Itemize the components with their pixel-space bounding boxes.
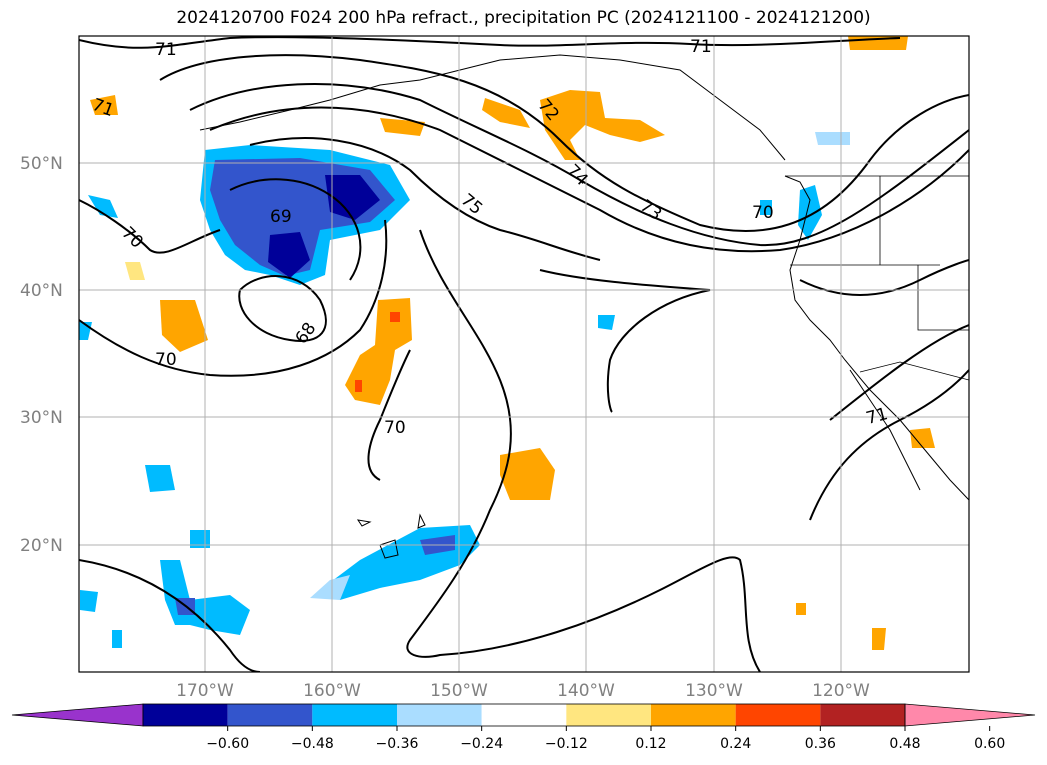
- pos-region-4: [482, 98, 530, 128]
- contour-68: [238, 275, 327, 342]
- neg-region-bering-core2: [268, 232, 310, 278]
- colorbar-tick-label: −0.48: [291, 736, 334, 752]
- contour-label: 69: [270, 207, 292, 227]
- border-us-mexico: [859, 361, 969, 381]
- pos-region-12: [125, 262, 145, 280]
- neg-region-small-3: [88, 195, 118, 218]
- colorbar-segment: [566, 704, 651, 726]
- pos-region-10: [872, 628, 886, 650]
- neg-region-bering-core: [325, 175, 380, 220]
- contour-label: 70: [752, 203, 774, 223]
- pos-region-6: [380, 118, 425, 136]
- contour-72: [159, 54, 969, 233]
- pos-region-1: [160, 300, 208, 352]
- lon-label-160w: 160°W: [303, 681, 361, 701]
- latitude-labels: 50°N 40°N 30°N 20°N: [20, 154, 63, 556]
- neg-region-small-1: [145, 465, 175, 492]
- coastline-north-america: [784, 175, 969, 501]
- contour-label: 70: [155, 350, 177, 370]
- colorbar-tick-label: 0.48: [889, 736, 920, 752]
- map-background: [79, 36, 969, 672]
- contour-label: 71: [155, 40, 177, 60]
- contour-71-east: [809, 369, 969, 521]
- neg-region-southwest: [160, 560, 250, 635]
- coastline-hawaii: [356, 513, 426, 559]
- colorbar-segment: [651, 704, 736, 726]
- map-title: 2024120700 F024 200 hPa refract., precip…: [176, 8, 871, 28]
- neg-region-small-5: [112, 630, 122, 648]
- colorbar-tick-label: −0.60: [206, 736, 249, 752]
- colorbar-segment: [312, 704, 397, 726]
- lat-label-20n: 20°N: [20, 536, 63, 556]
- contour-label: 71: [690, 37, 712, 57]
- colorbar-tick-label: −0.24: [460, 736, 503, 752]
- pos-region-9: [910, 428, 935, 448]
- colorbar-tick-label: 0.60: [974, 736, 1005, 752]
- lon-label-140w: 140°W: [557, 681, 615, 701]
- lon-label-120w: 120°W: [812, 681, 870, 701]
- lon-label-130w: 130°W: [685, 681, 743, 701]
- lon-label-170w: 170°W: [176, 681, 234, 701]
- pos-region-7: [90, 95, 118, 115]
- pos-region-5: [540, 90, 665, 160]
- colorbar-tick-label: 0.36: [805, 736, 836, 752]
- colorbar-tick-label: 0.24: [720, 736, 751, 752]
- lat-label-30n: 30°N: [20, 408, 63, 428]
- neg-region-small-7: [798, 185, 822, 240]
- colorbar-border: [142, 703, 906, 727]
- colorbar-segment: [143, 704, 228, 726]
- neg-region-small-8: [598, 315, 615, 330]
- colorbar-segment: [227, 704, 313, 726]
- contour-71-south: [79, 559, 261, 672]
- political-borders: [785, 175, 969, 381]
- map-frame: [78, 35, 970, 673]
- contour-70-west: [79, 199, 221, 254]
- contour-71-north: [79, 36, 901, 49]
- refractivity-contours: [79, 36, 969, 672]
- colorbar-segment: [735, 704, 821, 726]
- contour-label: 70: [384, 418, 406, 438]
- pos-region-11: [796, 603, 806, 615]
- lat-label-40n: 40°N: [20, 281, 63, 301]
- colorbar-tick-label: 0.12: [635, 736, 666, 752]
- pos-region-2: [345, 298, 412, 405]
- pos-region-2-core: [390, 312, 400, 322]
- contour-69: [229, 178, 362, 281]
- contour-big-loop: [406, 229, 761, 672]
- colorbar: −0.60 −0.48 −0.36 −0.24 −0.12 0.12 0.24 0.36 0.4…: [11, 703, 1036, 752]
- contour-75: [249, 137, 601, 261]
- lat-label-50n: 50°N: [20, 154, 63, 174]
- neg-region-hawaii-light: [310, 575, 350, 600]
- contour-71-east2: [829, 324, 969, 421]
- colorbar-tick-label: −0.36: [376, 736, 419, 752]
- coastline-baja: [849, 369, 921, 491]
- pos-region-3: [500, 448, 555, 500]
- contour-70-mid: [79, 219, 388, 377]
- contour-central: [539, 269, 711, 413]
- colorbar-extend-max: [904, 703, 1036, 727]
- contour-70-south: [367, 349, 411, 481]
- neg-region-small-6: [815, 132, 850, 145]
- neg-region-small-9: [760, 200, 772, 215]
- neg-region-small-4: [80, 590, 98, 612]
- colorbar-tick-label: −0.12: [545, 736, 588, 752]
- colorbar-segment: [397, 704, 482, 726]
- colorbar-segment: [481, 704, 567, 726]
- border-state-3: [917, 265, 969, 331]
- pos-region-2-core2: [355, 380, 362, 392]
- contour-74: [189, 82, 969, 247]
- contour-east-low: [799, 259, 969, 296]
- positive-anomaly-regions: [90, 36, 935, 650]
- longitude-labels: 170°W 160°W 150°W 140°W 130°W 120°W: [176, 681, 870, 701]
- colorbar-extend-min: [11, 703, 144, 727]
- graticule: [79, 36, 969, 672]
- colorbar-segment: [820, 704, 905, 726]
- contour-73: [209, 106, 969, 253]
- lon-label-150w: 150°W: [430, 681, 488, 701]
